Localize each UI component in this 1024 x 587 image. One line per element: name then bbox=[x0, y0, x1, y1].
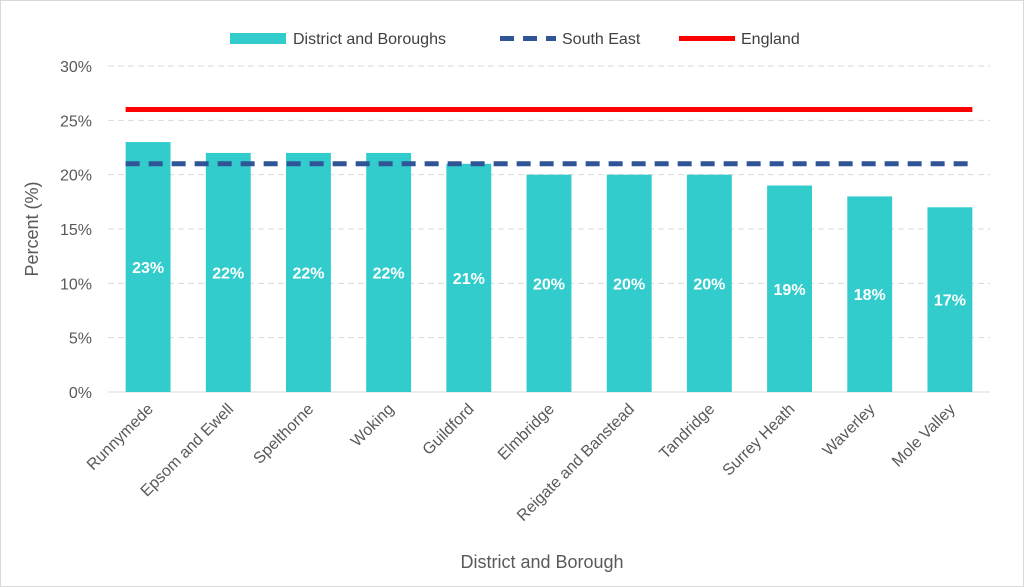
x-tick-label: Tandridge bbox=[656, 401, 718, 463]
y-axis-ticks: 0% 5% 10% 15% 20% 25% 30% bbox=[60, 59, 92, 402]
bar bbox=[446, 163, 492, 392]
x-tick-label: Runnymede bbox=[84, 401, 157, 474]
y-axis-title: Percent (%) bbox=[22, 181, 42, 276]
bar-data-label: 20% bbox=[693, 276, 725, 293]
bar-data-label: 22% bbox=[212, 265, 244, 282]
x-tick-label: Spelthorne bbox=[251, 401, 318, 468]
legend-swatch-bar bbox=[230, 33, 286, 44]
bar-data-label: 18% bbox=[854, 287, 886, 304]
bar-data-label: 22% bbox=[373, 265, 405, 282]
reference-lines bbox=[125, 106, 973, 167]
bar-data-label: 20% bbox=[533, 276, 565, 293]
y-tick-label: 30% bbox=[60, 59, 92, 76]
x-tick-label: Guildford bbox=[420, 401, 478, 459]
bar bbox=[366, 152, 412, 392]
y-tick-label: 25% bbox=[60, 113, 92, 130]
bar bbox=[286, 152, 331, 392]
bar-data-label: 21% bbox=[453, 271, 485, 288]
legend-label-districts: District and Boroughs bbox=[293, 31, 446, 48]
y-tick-label: 0% bbox=[69, 385, 92, 402]
bars: 23% 22% 22% 22% 21% 20% 20% 20% 19% 18% 17% bbox=[125, 142, 973, 392]
bar-data-label: 20% bbox=[613, 276, 645, 293]
legend: District and Boroughs South East England bbox=[230, 31, 800, 48]
bar-data-label: 19% bbox=[774, 282, 806, 299]
legend-label-england: England bbox=[741, 31, 800, 48]
y-tick-label: 20% bbox=[60, 168, 92, 185]
y-tick-label: 10% bbox=[60, 276, 92, 293]
bar bbox=[767, 185, 812, 392]
bar bbox=[205, 152, 251, 392]
bar bbox=[927, 207, 973, 392]
bar-data-label: 22% bbox=[292, 265, 324, 282]
bar bbox=[606, 174, 652, 392]
x-tick-label: Mole Valley bbox=[889, 401, 959, 471]
x-tick-label: Elmbridge bbox=[495, 401, 558, 464]
bar bbox=[526, 174, 572, 392]
bar bbox=[686, 174, 732, 392]
bar bbox=[125, 142, 171, 392]
x-tick-label: Surrey Heath bbox=[720, 401, 799, 480]
x-tick-label: Waverley bbox=[820, 401, 879, 460]
x-tick-label: Woking bbox=[348, 401, 398, 451]
y-tick-label: 5% bbox=[69, 331, 92, 348]
x-axis-title: District and Borough bbox=[460, 552, 623, 572]
bar-data-label: 23% bbox=[132, 260, 164, 277]
bar-data-label: 17% bbox=[934, 293, 966, 310]
y-tick-label: 15% bbox=[60, 222, 92, 239]
legend-label-south-east: South East bbox=[562, 31, 641, 48]
bar bbox=[847, 196, 893, 392]
